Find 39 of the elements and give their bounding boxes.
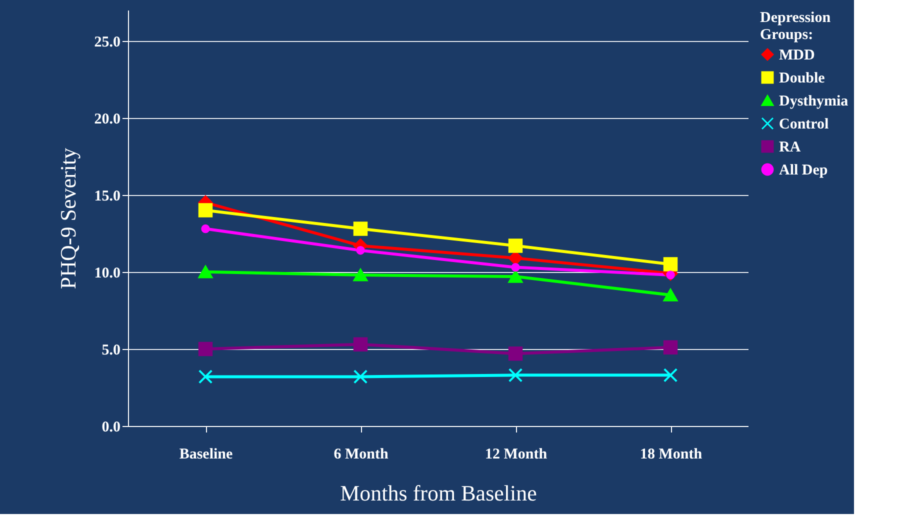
y-tick-label: 15.0 — [94, 188, 120, 204]
point — [511, 262, 520, 272]
point — [353, 370, 368, 384]
point — [353, 268, 368, 282]
point — [353, 222, 368, 236]
legend-title: Depression Groups: — [760, 10, 832, 43]
point — [198, 203, 213, 218]
point — [508, 270, 523, 283]
x-tick-label: 18 Month — [640, 446, 703, 462]
legend-label: MDD — [779, 48, 815, 64]
point — [508, 368, 523, 382]
point — [663, 257, 678, 272]
x-tick-label: 6 Month — [334, 446, 389, 462]
point — [508, 250, 523, 266]
point — [663, 288, 678, 302]
legend-label: Control — [779, 116, 829, 132]
point — [201, 224, 210, 234]
y-tick-label: 0.0 — [102, 420, 120, 436]
x-tick-label: Baseline — [179, 446, 234, 462]
point — [198, 342, 213, 356]
point — [356, 246, 365, 255]
legend-label: Double — [779, 70, 826, 86]
legend-label: RA — [779, 140, 801, 156]
legend-label: Dysthymia — [779, 94, 849, 110]
point — [508, 238, 523, 253]
x-axis-title: Months from Baseline — [340, 480, 537, 506]
point — [663, 340, 678, 355]
y-axis-title: PHQ-9 Severity — [55, 148, 80, 290]
point — [508, 346, 523, 361]
point — [198, 370, 213, 384]
y-tick-label: 20.0 — [94, 111, 120, 128]
point — [353, 337, 368, 352]
legend-label: All Dep — [779, 162, 828, 178]
y-tick-label: 25.0 — [94, 34, 120, 50]
x-tick-label: 12 Month — [484, 446, 548, 462]
y-tick-label: 10.0 — [94, 265, 120, 282]
point — [198, 266, 213, 278]
point — [663, 368, 678, 382]
y-tick-label: 5.0 — [102, 342, 120, 358]
